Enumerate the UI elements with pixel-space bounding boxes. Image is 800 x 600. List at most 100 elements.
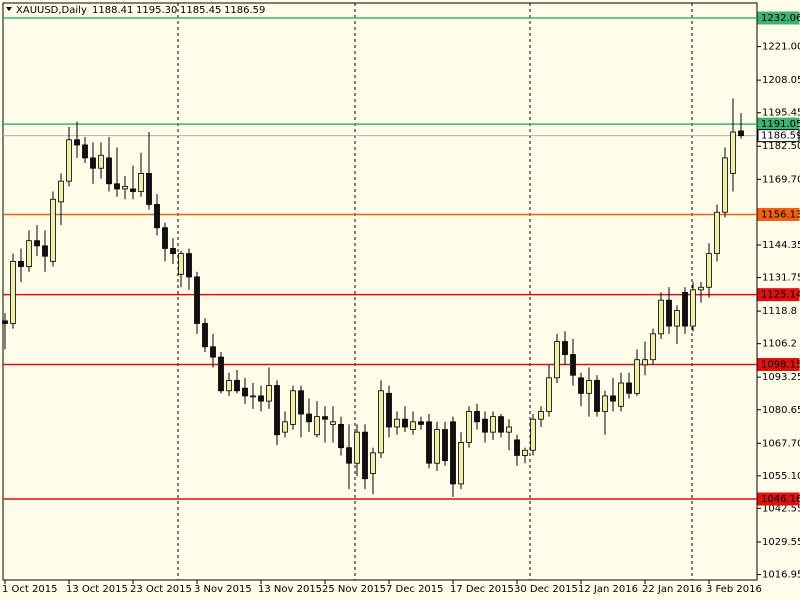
price-level-box [757, 207, 800, 221]
candle-body [34, 240, 40, 247]
candle-body [362, 431, 368, 480]
candle-body [714, 211, 720, 255]
price-level-box [757, 357, 800, 371]
x-tick-label: 13 Nov 2015 [258, 584, 322, 595]
candle-body [106, 157, 112, 185]
candle-body [282, 421, 288, 433]
candle-body [194, 276, 200, 324]
y-tick-label: 1144.35 [762, 240, 800, 251]
candle-body [98, 154, 104, 169]
candle-body [442, 429, 448, 462]
candle-body [290, 390, 296, 425]
candle-body [706, 253, 712, 288]
candle-body [538, 411, 544, 420]
price-level-box [757, 288, 800, 302]
candle-body [130, 188, 136, 192]
candle-body [74, 139, 80, 146]
candle-body [2, 320, 8, 324]
candle-body [514, 439, 520, 456]
candle-body [122, 185, 128, 190]
candle-body [482, 418, 488, 433]
candle-body [250, 395, 256, 398]
candle-body [474, 411, 480, 423]
candle-body [730, 131, 736, 174]
y-tick-label: 1182.50 [762, 141, 800, 152]
candle-body [114, 183, 120, 190]
menu-arrow [6, 7, 12, 11]
candle-body [426, 421, 432, 464]
candle-body [434, 429, 440, 464]
x-tick-label: 1 Oct 2015 [2, 584, 57, 595]
candle-body [690, 289, 696, 327]
x-tick-label: 17 Dec 2015 [450, 584, 514, 595]
y-tick-label: 1093.25 [762, 372, 800, 383]
candle-body [210, 346, 216, 358]
candle-body [562, 341, 568, 355]
candle-body [642, 359, 648, 366]
candle-body [338, 423, 344, 449]
x-tick-label: 3 Feb 2016 [706, 584, 762, 595]
y-tick-label: 1029.55 [762, 537, 800, 548]
y-tick-label: 1208.05 [762, 75, 800, 86]
y-tick-label: 1016.95 [762, 570, 800, 581]
y-tick-label: 1221.00 [762, 42, 800, 53]
y-tick-label: 1067.70 [762, 438, 800, 449]
y-tick-label: 1131.75 [762, 273, 800, 284]
y-tick-label: 1080.65 [762, 405, 800, 416]
candle-body [218, 356, 224, 392]
y-tick-label: 1106.2 [762, 339, 797, 350]
chart-title: XAUUSD,Daily [16, 5, 87, 16]
candle-body [394, 418, 400, 428]
candle-body [322, 416, 328, 420]
y-tick-label: 1055.10 [762, 471, 800, 482]
candle-body [138, 173, 144, 192]
candle-body [586, 380, 592, 394]
candle-body [466, 411, 472, 443]
candle-body [402, 418, 408, 428]
candle-body [722, 157, 728, 213]
candle-body [258, 395, 264, 402]
candle-body [274, 385, 280, 436]
header-value: 1195.30 [136, 5, 177, 16]
candle-body [522, 449, 528, 456]
candle-body [490, 416, 496, 433]
candle-body [594, 380, 600, 412]
header-value: 1185.45 [180, 5, 221, 16]
candle-body [146, 173, 152, 205]
price-level-label: 1098.15 [761, 359, 800, 370]
price-level-label: 1046.16 [761, 494, 800, 505]
candle-body [314, 416, 320, 436]
candle-body [666, 299, 672, 327]
candle-body [154, 204, 160, 229]
candle-body [570, 354, 576, 376]
candle-body [554, 341, 560, 379]
price-level-label: 1156.13 [761, 209, 800, 220]
candle-body [346, 447, 352, 464]
x-tick-label: 3 Nov 2015 [194, 584, 252, 595]
price-level-box [757, 492, 800, 506]
candle-body [634, 359, 640, 394]
candle-body [234, 380, 240, 392]
price-level-label: 1125.14 [761, 290, 800, 301]
candle-body [330, 421, 336, 425]
candle-body [386, 392, 392, 428]
x-tick-label: 22 Jan 2016 [642, 584, 702, 595]
plot-frame [2, 2, 758, 581]
x-tick-label: 12 Jan 2016 [578, 584, 638, 595]
candle-body [266, 385, 272, 402]
candle-body [226, 380, 232, 392]
candle-body [186, 253, 192, 278]
candle-body [306, 413, 312, 423]
candle-body [506, 426, 512, 433]
candle-body [162, 227, 168, 249]
candle-body [298, 390, 304, 415]
candle-body [42, 245, 48, 257]
candle-body [10, 260, 16, 324]
x-tick-label: 25 Nov 2015 [322, 584, 386, 595]
candle-body [578, 377, 584, 394]
y-tick-label: 1169.70 [762, 174, 800, 185]
candle-body [90, 157, 96, 169]
candle-body [546, 377, 552, 412]
candle-body [26, 240, 32, 267]
